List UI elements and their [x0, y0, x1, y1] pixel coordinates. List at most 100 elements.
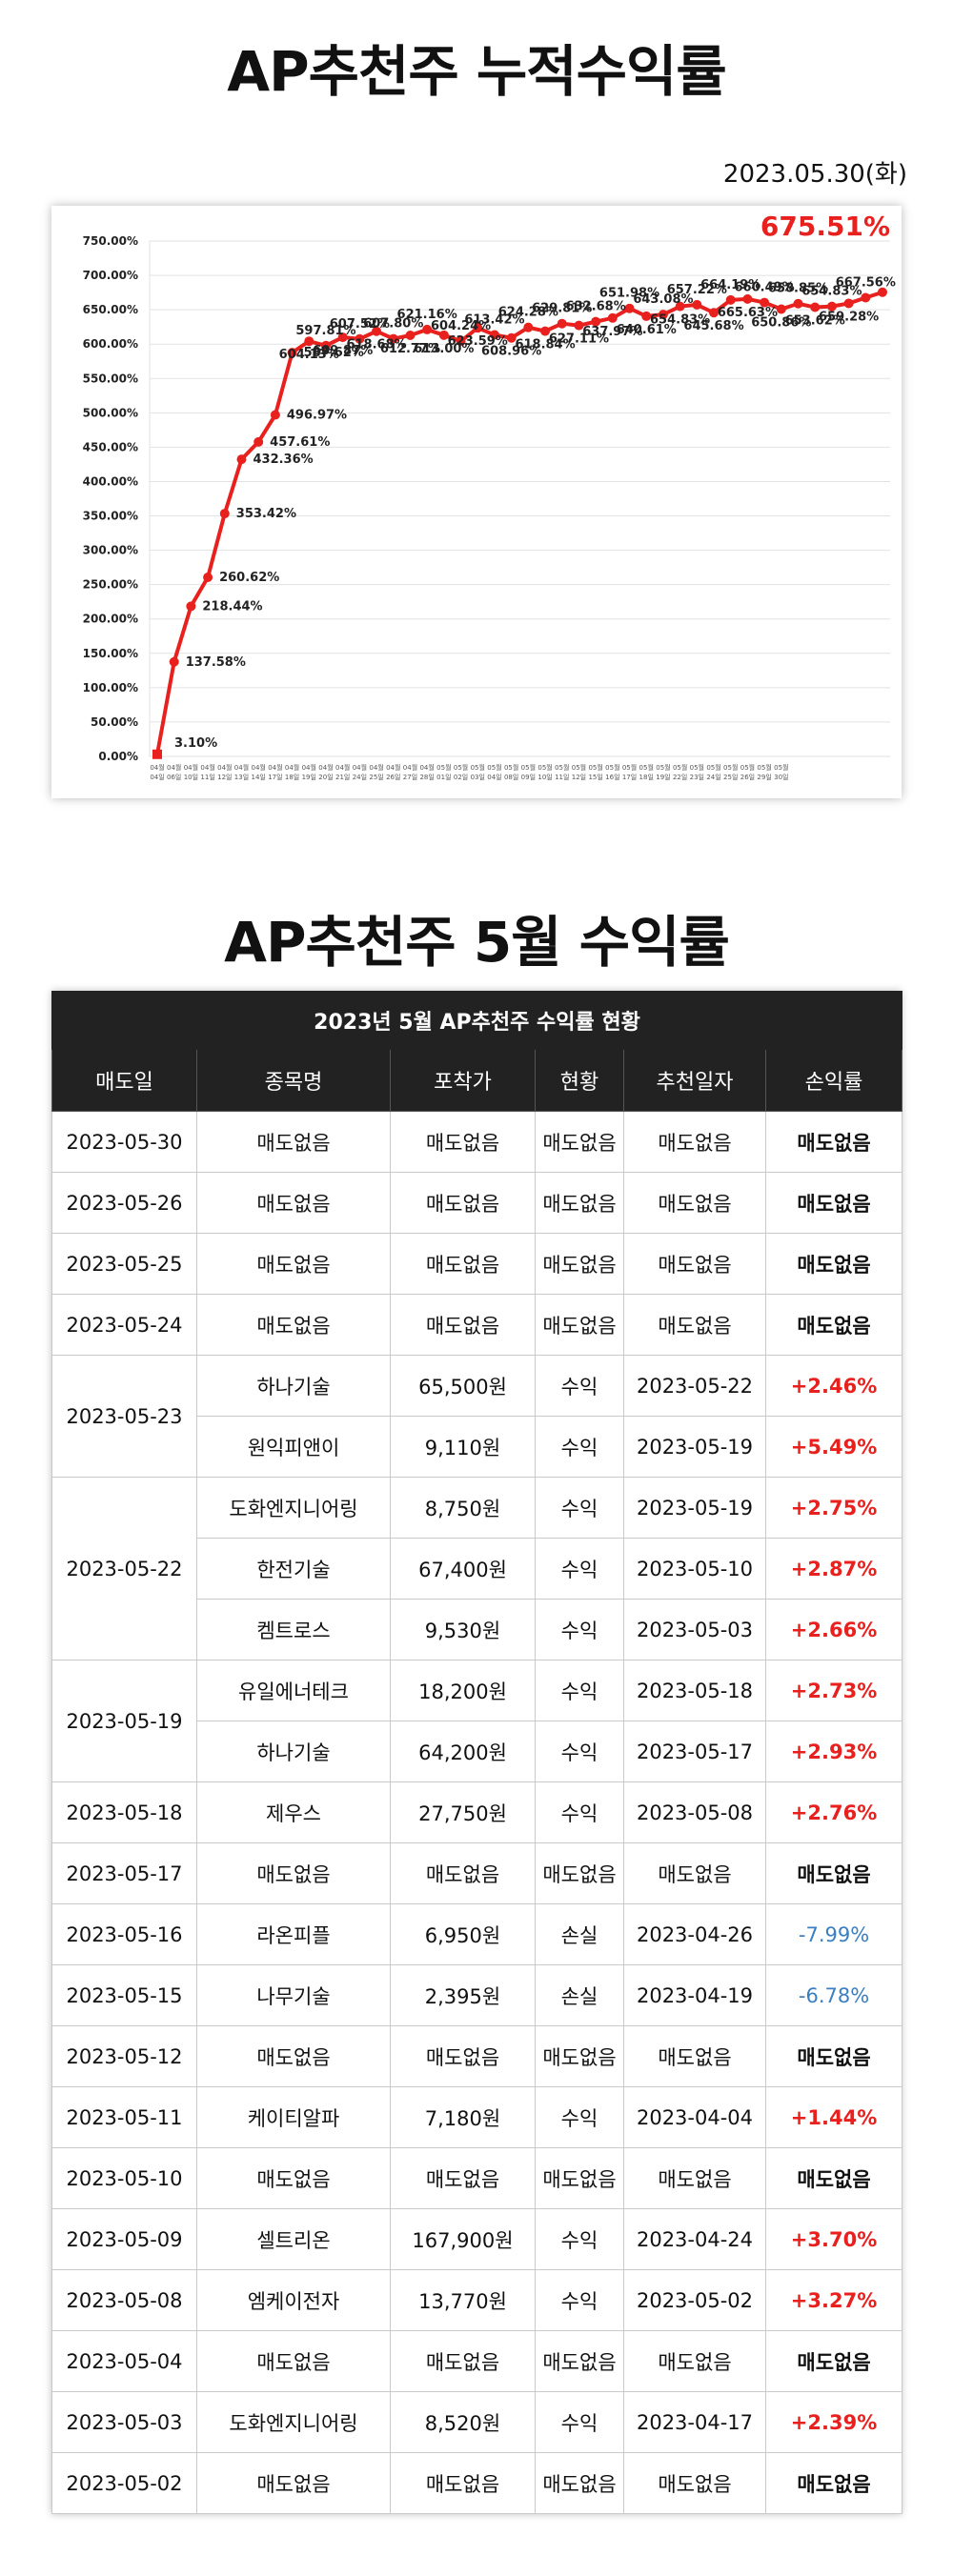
x-tick-label: 04월: [419, 763, 434, 772]
cell-entry-price: 매도없음: [390, 2147, 536, 2209]
x-tick-label: 05월: [639, 763, 654, 772]
data-label: 623.59%: [448, 334, 508, 349]
table-row: 원익피앤이 9,110원 수익 2023-05-19 +5.49%: [52, 1416, 903, 1478]
x-tick-label: 19일: [656, 773, 670, 781]
data-point: [810, 302, 821, 312]
cell-sell-date: 2023-05-04: [51, 2330, 197, 2392]
cell-sell-date: 2023-05-16: [51, 1903, 197, 1965]
cell-rec-date: 매도없음: [623, 1842, 766, 1904]
data-point: [219, 509, 230, 519]
data-point: [574, 320, 584, 331]
cell-status: 매도없음: [535, 1233, 624, 1295]
cell-rec-date: 매도없음: [623, 2330, 766, 2392]
cell-sell-date: 2023-05-08: [51, 2269, 197, 2331]
series-line: [155, 290, 883, 755]
x-tick-label: 02일: [454, 773, 468, 781]
x-tick-label: 05월: [740, 763, 755, 772]
cell-profit-loss: +3.70%: [764, 2208, 903, 2270]
cell-sell-date: 2023-05-30: [51, 1111, 197, 1173]
x-tick-label: 05월: [521, 763, 536, 772]
cell-rec-date: 2023-04-26: [623, 1903, 766, 1965]
data-point: [355, 333, 365, 344]
cell-profit-loss: 매도없음: [764, 1233, 903, 1295]
cell-rec-date: 매도없음: [623, 1111, 766, 1173]
x-tick-label: 04월: [369, 763, 383, 772]
table-row: 2023-05-10 매도없음 매도없음 매도없음 매도없음 매도없음: [51, 2147, 903, 2209]
cell-status: 수익: [535, 1477, 624, 1539]
data-label: 664.19%: [700, 278, 760, 292]
x-tick-label: 30일: [774, 773, 788, 781]
data-label: 659.28%: [819, 310, 879, 324]
cell-rec-date: 2023-05-19: [623, 1477, 766, 1539]
y-tick-label: 0.00%: [98, 750, 138, 763]
x-tick-label: 17일: [622, 773, 637, 781]
data-label: 618.84%: [515, 338, 575, 352]
x-tick-label: 05월: [622, 763, 637, 772]
data-label: 613.00%: [414, 342, 474, 356]
data-label: 432.36%: [253, 453, 313, 467]
cell-entry-price: 7,180원: [390, 2086, 536, 2148]
table-body: 2023-05-30 매도없음 매도없음 매도없음 매도없음 매도없음 2023-05-26…: [51, 1111, 903, 2514]
cell-rec-date: 2023-05-17: [623, 1721, 766, 1782]
cell-sell-date: 2023-05-19: [51, 1660, 197, 1782]
x-tick-label: 04월: [318, 763, 333, 772]
cell-sell-date: 2023-05-15: [51, 1964, 197, 2026]
data-label: 632.68%: [566, 300, 626, 314]
cell-profit-loss: 매도없음: [764, 2330, 903, 2392]
x-tick-label: 26일: [740, 773, 755, 781]
x-tick-label: 04월: [353, 763, 367, 772]
x-tick-label: 04월: [252, 763, 266, 772]
header-status: 현황: [535, 1049, 624, 1112]
cell-profit-loss: +1.44%: [764, 2086, 903, 2148]
data-label: 653.62%: [785, 314, 845, 329]
table-row: 2023-05-24 매도없음 매도없음 매도없음 매도없음 매도없음: [51, 1294, 903, 1356]
cell-profit-loss: 매도없음: [764, 1111, 903, 1173]
x-tick-label: 04월: [268, 763, 282, 772]
x-tick-label: 11일: [200, 773, 214, 781]
cell-stock-name: 매도없음: [196, 2452, 391, 2514]
data-point: [270, 410, 280, 420]
y-tick-label: 450.00%: [83, 440, 138, 453]
x-tick-label: 05월: [757, 763, 771, 772]
data-label: 218.44%: [202, 599, 262, 614]
x-tick-label: 28일: [419, 773, 434, 781]
cell-entry-price: 매도없음: [390, 2330, 536, 2392]
data-point: [557, 318, 567, 329]
data-label: 657.22%: [667, 283, 727, 297]
table-row: 2023-05-30 매도없음 매도없음 매도없음 매도없음 매도없음: [51, 1111, 903, 1173]
data-point: [793, 298, 803, 309]
header-profit-loss: 손익률: [764, 1049, 903, 1112]
data-point: [489, 330, 499, 340]
data-label: 654.83%: [650, 313, 710, 328]
cell-entry-price: 8,520원: [390, 2391, 536, 2453]
cell-entry-price: 매도없음: [390, 2452, 536, 2514]
data-label: 260.62%: [219, 571, 279, 585]
data-point: [304, 336, 314, 347]
x-tick-label: 24일: [353, 773, 367, 781]
data-point: [372, 326, 382, 336]
cell-rec-date: 매도없음: [623, 1172, 766, 1234]
cell-stock-name: 라온피플: [196, 1903, 391, 1965]
x-tick-label: 12일: [572, 773, 586, 781]
cell-stock-name: 하나기술: [196, 1355, 391, 1417]
cell-profit-loss: +2.73%: [764, 1660, 903, 1721]
header-entry-price: 포착가: [390, 1049, 536, 1112]
cell-status: 수익: [535, 1721, 624, 1782]
data-point: [523, 322, 534, 332]
x-tick-label: 27일: [403, 773, 417, 781]
table-title: AP추천주 5월 수익률: [224, 910, 730, 975]
cell-entry-price: 매도없음: [390, 1842, 536, 1904]
cell-profit-loss: +2.66%: [764, 1599, 903, 1660]
x-tick-label: 05월: [706, 763, 720, 772]
data-label: 612.77%: [380, 342, 440, 356]
cell-rec-date: 2023-05-22: [623, 1355, 766, 1417]
cell-entry-price: 매도없음: [390, 1233, 536, 1295]
data-point: [152, 749, 162, 759]
returns-table-wrap: 2023년 5월 AP추천주 수익률 현황 매도일 종목명 포착가 현황 추천일…: [51, 991, 903, 2514]
x-tick-label: 16일: [605, 773, 619, 781]
x-tick-label: 05월: [537, 763, 552, 772]
cell-stock-name: 유일에너테크: [196, 1660, 391, 1721]
cell-rec-date: 2023-04-19: [623, 1964, 766, 2026]
cell-status: 수익: [535, 1781, 624, 1843]
table-row: 2023-05-26 매도없음 매도없음 매도없음 매도없음 매도없음: [51, 1172, 903, 1234]
